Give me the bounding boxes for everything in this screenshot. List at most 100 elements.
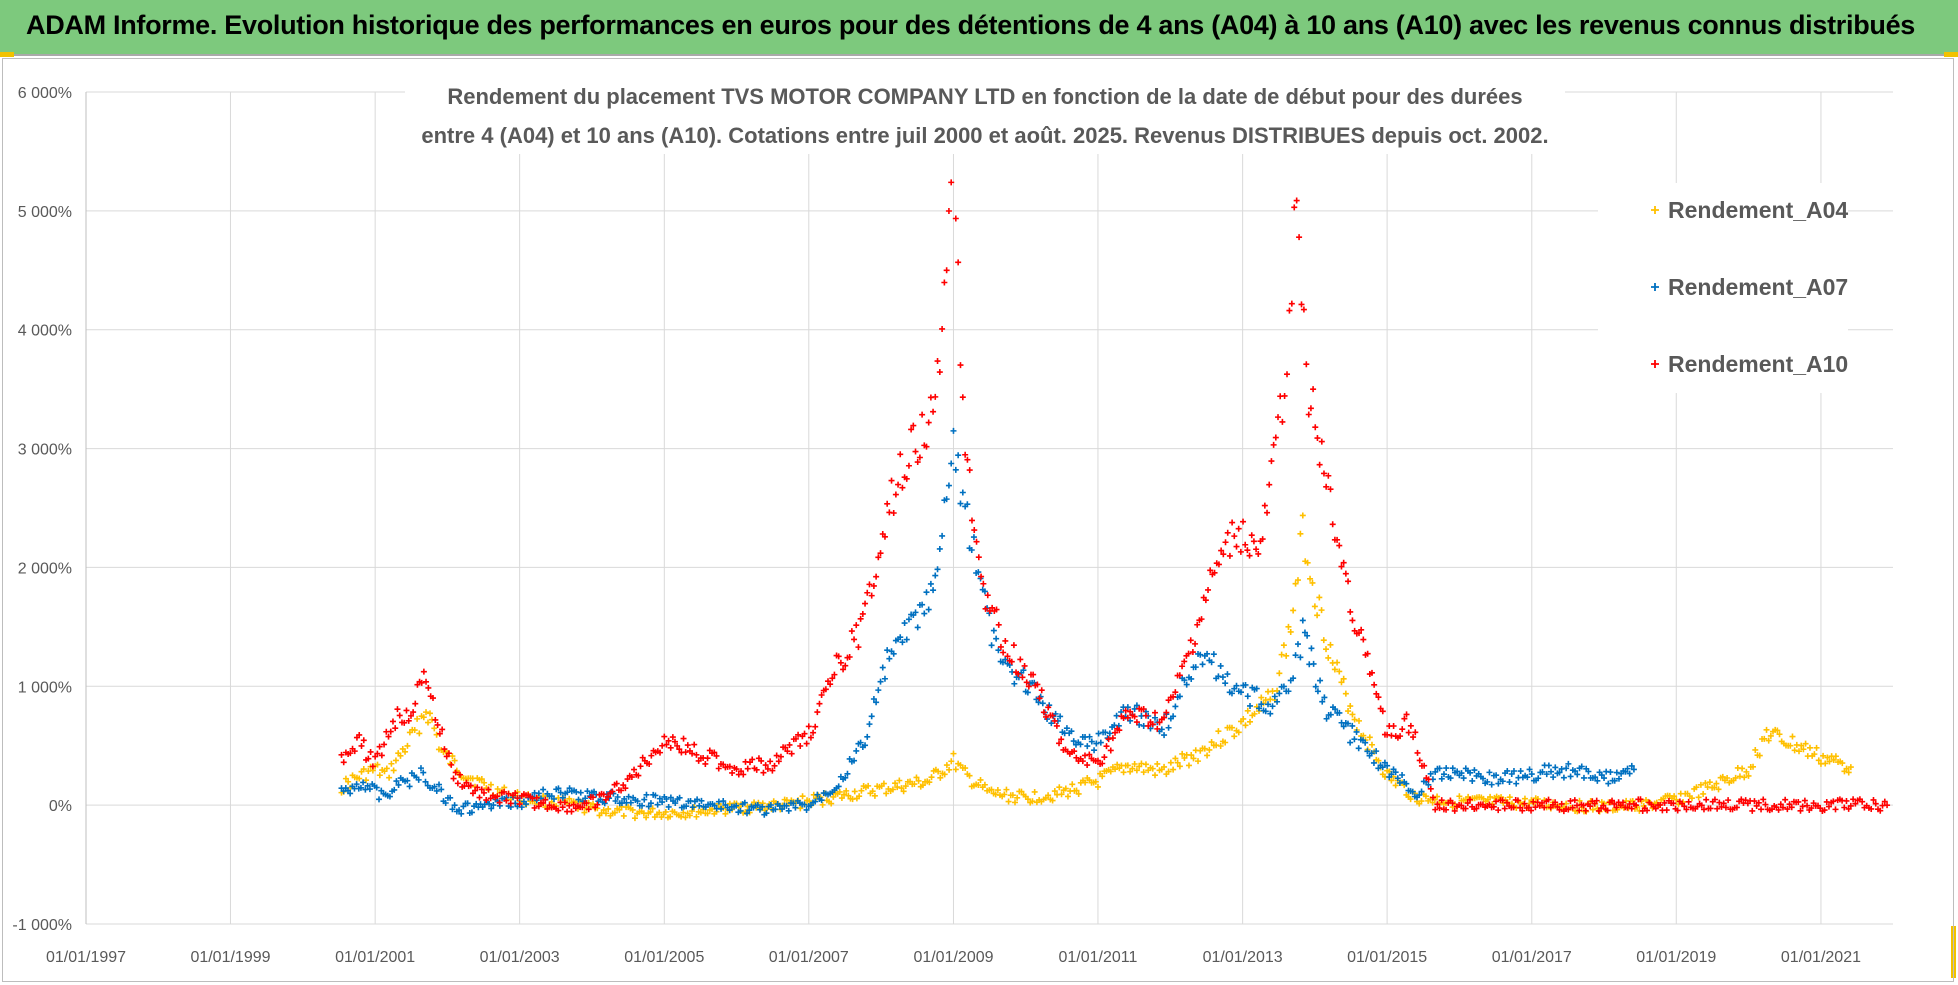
data-point [1294,577,1301,584]
data-point [1269,703,1276,710]
data-point [844,770,851,777]
data-point [1825,803,1832,810]
data-point [827,681,834,688]
data-point [1458,802,1465,809]
data-point [488,805,495,812]
data-point [1149,721,1156,728]
data-point [433,731,440,738]
data-point [1314,435,1321,442]
data-point [1611,800,1618,807]
data-point [1466,796,1473,803]
data-point [720,761,727,768]
data-point [1375,757,1382,764]
data-point [1884,802,1891,809]
data-point [1799,803,1806,810]
data-point [366,786,373,793]
data-point [1205,586,1212,593]
data-point [1262,708,1269,715]
data-point [704,755,711,762]
data-point [883,790,890,797]
data-point [1161,763,1168,770]
data-point [1624,765,1631,772]
data-point [457,771,464,778]
x-tick-label: 01/01/2005 [624,949,704,966]
data-point [1356,717,1362,724]
data-point [581,809,588,816]
data-point [402,748,409,755]
data-point [1052,710,1059,717]
data-point [1375,765,1382,772]
data-point [1425,776,1432,783]
data-point [1471,767,1478,774]
data-point [1023,679,1030,686]
data-point [1286,307,1293,314]
data-point [803,806,810,813]
data-point [1779,804,1786,811]
data-point [448,761,455,768]
data-point [845,792,852,799]
data-point [1765,737,1772,744]
data-point [672,800,679,807]
data-point [1541,804,1548,811]
data-point [449,806,456,813]
data-point [1149,765,1156,772]
data-point [1294,641,1301,648]
data-point [1811,751,1818,758]
data-point [1384,762,1391,769]
data-point [1299,617,1306,624]
data-point [1613,804,1620,811]
data-point [1167,759,1174,766]
data-point [1821,807,1828,814]
data-point [662,808,669,815]
data-point [975,782,982,789]
data-point [837,659,844,666]
data-point [968,517,975,524]
data-point [1345,708,1352,715]
data-point [468,809,475,816]
legend-label: Rendement_A10 [1668,351,1848,377]
data-point [431,725,438,732]
data-point [746,807,753,814]
data-point [566,785,573,792]
data-point [899,484,906,491]
data-point [711,749,718,756]
data-point [347,750,354,757]
data-point [1593,797,1600,804]
data-point [1131,761,1138,768]
data-point [968,547,975,554]
data-point [1619,799,1626,806]
data-point [1303,361,1310,368]
data-point [404,777,411,784]
data-point [762,762,769,769]
y-tick-label: 2 000% [18,560,72,577]
data-point [1142,761,1149,768]
data-point [995,647,1002,654]
data-point [1349,617,1356,624]
data-point [1244,707,1251,714]
data-point [345,778,352,785]
data-point [1036,695,1043,702]
data-point [925,606,932,613]
data-point [378,752,385,759]
data-point [1011,680,1018,687]
data-point [1589,806,1596,813]
data-point [1798,742,1805,749]
data-point [645,803,652,810]
data-point [622,785,629,792]
x-tick-label: 01/01/2021 [1781,949,1861,966]
data-point [993,606,1000,613]
data-point [1841,804,1848,811]
data-point [1120,769,1127,776]
data-point [1320,637,1327,644]
data-point [601,800,608,807]
data-point [483,797,490,804]
data-point [890,650,897,657]
data-point [1316,461,1323,468]
data-point [1763,726,1770,733]
data-point [903,636,910,643]
data-point [1510,768,1517,775]
data-point [1594,777,1601,784]
data-point [694,796,701,803]
data-point [1299,512,1306,519]
data-point [994,787,1001,794]
